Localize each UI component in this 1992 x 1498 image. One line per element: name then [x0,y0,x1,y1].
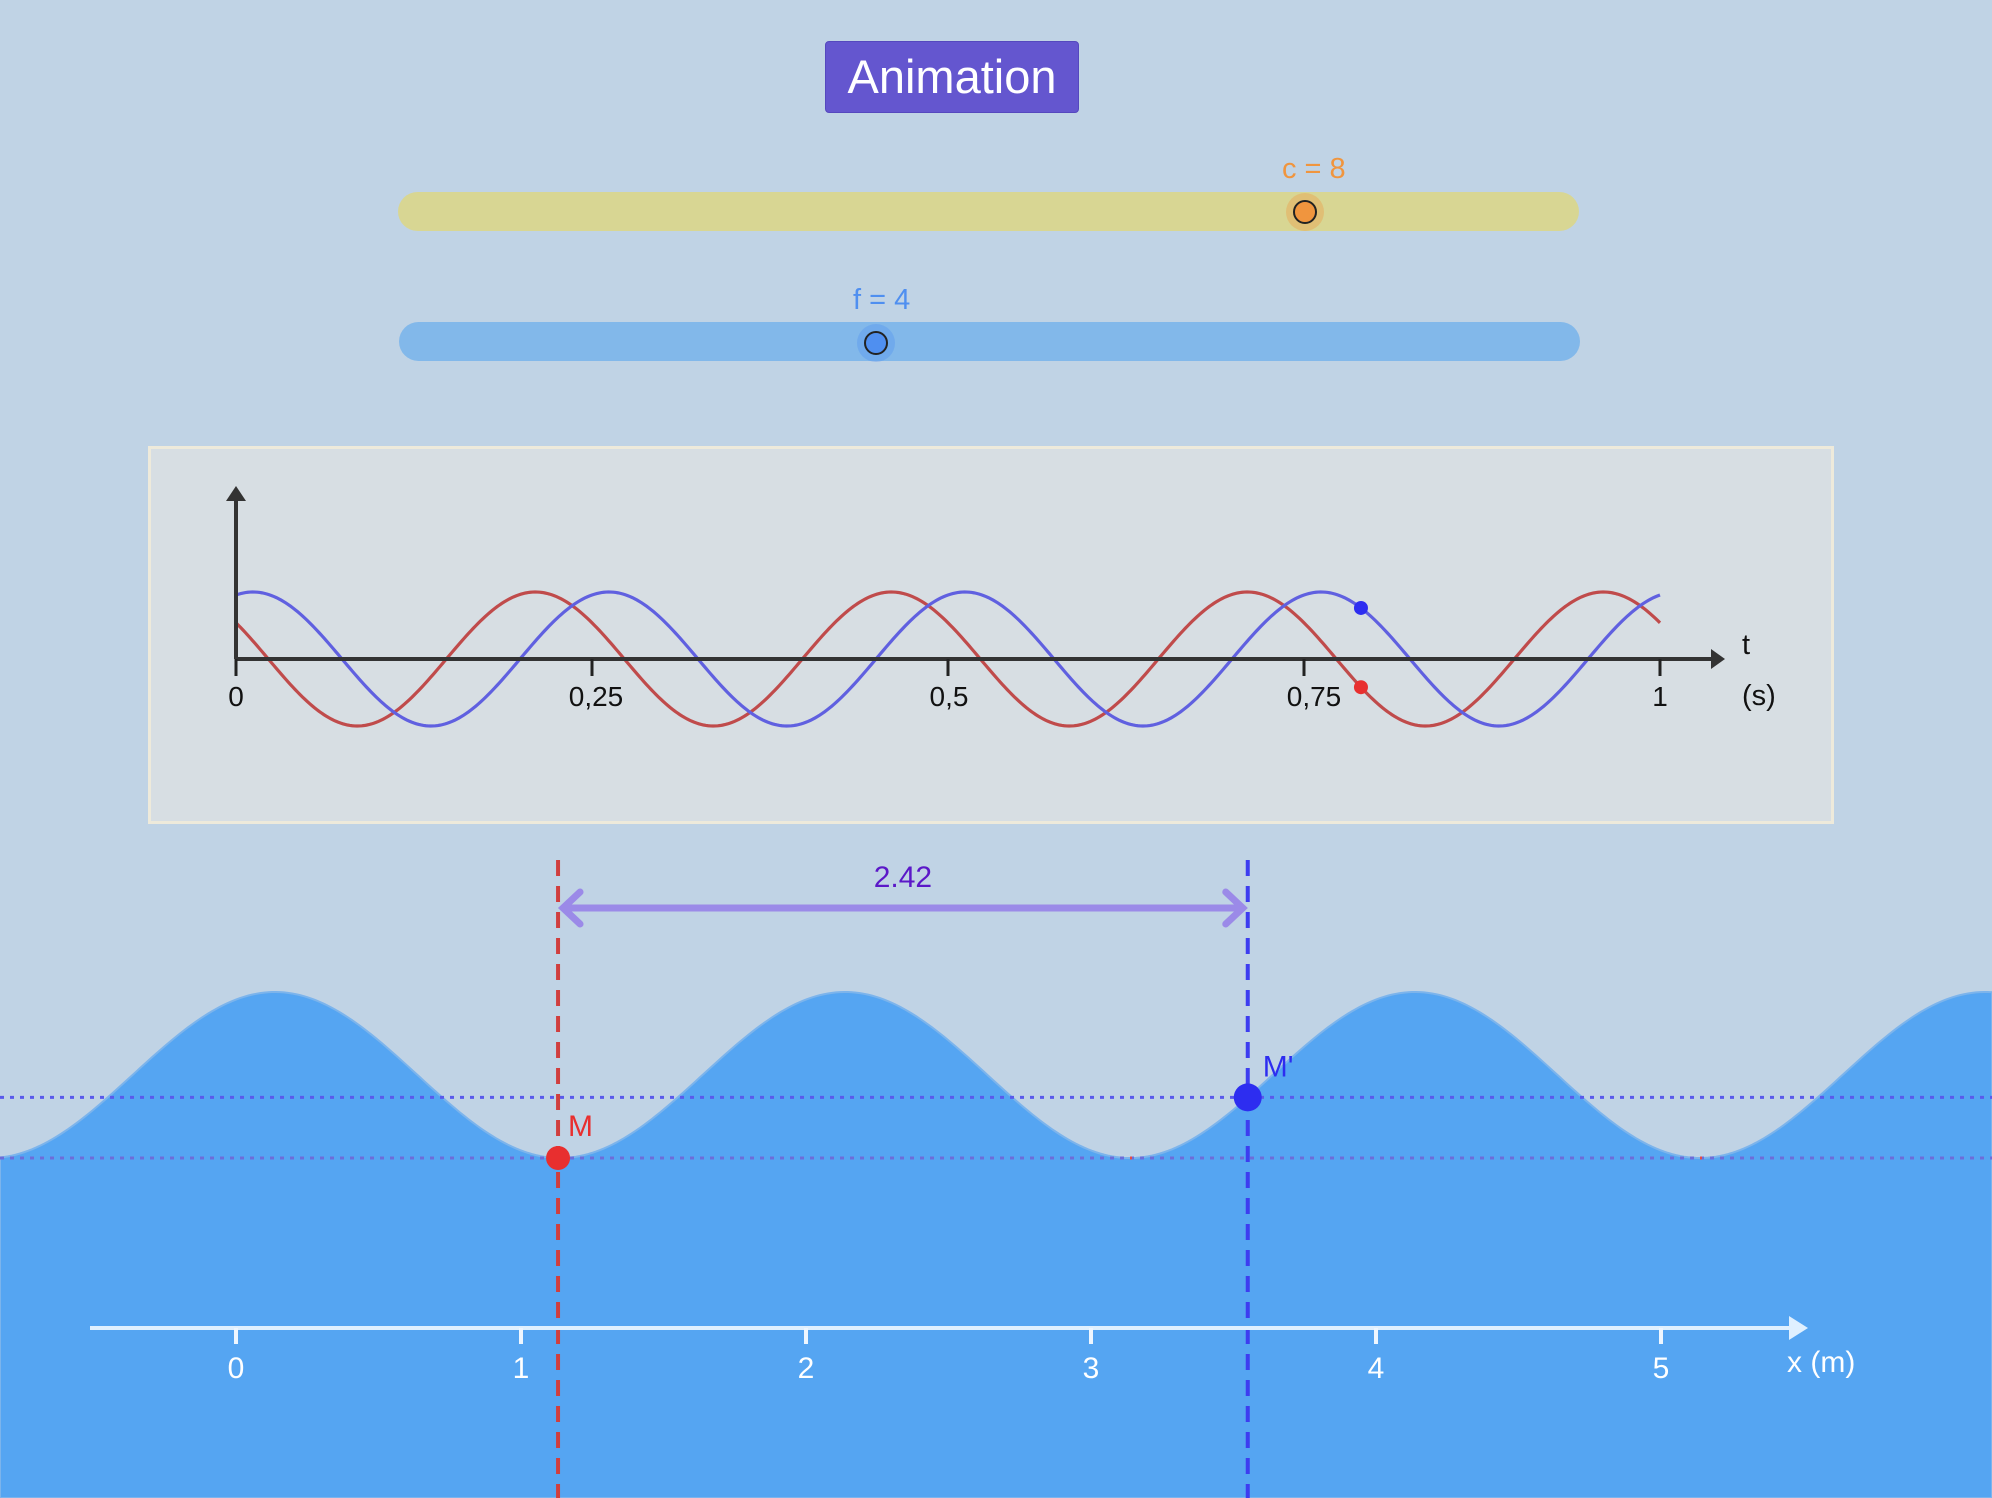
distance-arrow-head-right [1222,888,1248,928]
animation-button[interactable]: Animation [825,41,1079,113]
slider-f-label: f = 4 [853,284,911,316]
time-tick-label: 0,75 [1287,681,1342,712]
time-graph: 0 0,25 0,5 0,75 1 t (s) [226,486,1776,728]
slider-f-track[interactable] [399,322,1580,361]
x-tick-label: 4 [1368,1352,1385,1385]
slider-f-handle[interactable] [864,331,888,355]
wave-surface [0,990,1992,1498]
point-m[interactable] [546,1145,571,1170]
time-graph-panel: 0 0,25 0,5 0,75 1 t (s) [148,446,1834,824]
x-axis-arrow [1789,1316,1808,1340]
x-axis-label: x (m) [1787,1346,1855,1379]
x-tick-label: 3 [1083,1352,1100,1385]
x-tick-label: 2 [798,1352,815,1385]
distance-arrow-head-left [557,888,584,928]
point-m-prime[interactable] [1233,1083,1262,1112]
time-tick-label: 0,25 [569,681,624,712]
time-series-2 [235,590,1661,728]
point-m-label: M [568,1110,593,1143]
slider-c-track[interactable] [398,192,1579,231]
time-tick-label: 0 [228,681,244,712]
value-axis-arrow [226,486,246,501]
slider-c-handle[interactable] [1293,200,1317,224]
time-series-1 [234,590,1662,728]
x-tick-label: 5 [1653,1352,1670,1385]
x-tick-label: 1 [513,1352,530,1385]
time-marker-1 [1353,680,1368,695]
time-tick-label: 1 [1652,681,1668,712]
x-tick-label: 0 [228,1352,245,1385]
distance-label: 2.42 [874,861,932,894]
slider-c-label: c = 8 [1282,153,1346,185]
time-axis-unit: (s) [1742,680,1776,712]
time-axis-arrow [1711,649,1725,669]
point-m-prime-label: M' [1263,1050,1294,1083]
time-marker-2 [1353,600,1368,615]
time-tick-label: 0,5 [930,681,969,712]
time-axis-label: t [1742,629,1750,661]
